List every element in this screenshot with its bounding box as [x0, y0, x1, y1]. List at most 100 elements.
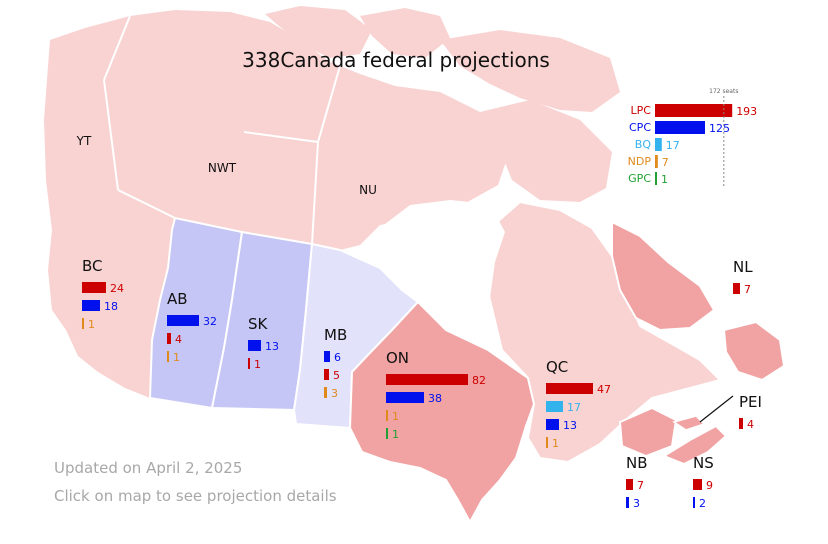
- updated-note: Updated on April 2, 2025: [54, 459, 242, 477]
- bar-ab-cpc: [167, 315, 199, 326]
- legend-bar-gpc: [655, 172, 657, 185]
- bar-mb-cpc: [324, 351, 330, 362]
- pei-leader-line: [699, 395, 734, 423]
- value-label-ab-lpc: 4: [175, 333, 182, 346]
- region-nova-scotia[interactable]: [661, 424, 728, 466]
- bar-on-ndp: [386, 410, 388, 421]
- region-baffin-island[interactable]: [480, 100, 612, 202]
- value-label-qc-bq: 17: [567, 401, 581, 414]
- bar-nb-cpc: [626, 497, 629, 508]
- bar-ns-cpc: [693, 497, 695, 508]
- territory-label-yt: YT: [76, 134, 92, 148]
- value-label-qc-lpc: 47: [597, 383, 611, 396]
- click-hint: Click on map to see projection details: [54, 487, 337, 505]
- bar-ab-ndp: [167, 351, 169, 362]
- chart-marks: 338Canada federal projectionsYTNWTNUBC24…: [54, 48, 762, 510]
- bar-bc-lpc: [82, 282, 106, 293]
- legend-bar-ndp: [655, 155, 658, 168]
- value-label-nb-cpc: 3: [633, 497, 640, 510]
- value-label-sk-cpc: 13: [265, 340, 279, 353]
- value-label-bc-lpc: 24: [110, 282, 124, 295]
- region-label-on: ON: [386, 349, 409, 367]
- legend-label-cpc: CPC: [629, 121, 651, 134]
- value-label-ns-cpc: 2: [699, 497, 706, 510]
- territory-label-nu: NU: [359, 183, 377, 197]
- value-label-nl-lpc: 7: [744, 283, 751, 296]
- region-newfoundland[interactable]: [722, 320, 786, 382]
- majority-label: 172 seats: [709, 88, 738, 95]
- region-label-ab: AB: [167, 290, 188, 308]
- value-label-on-ndp: 1: [392, 410, 399, 423]
- legend-value-gpc: 1: [661, 173, 668, 186]
- region-arctic-islands-c[interactable]: [440, 30, 620, 112]
- hudson-bay: [372, 200, 505, 312]
- value-label-ab-ndp: 1: [173, 351, 180, 364]
- map-shapes[interactable]: [44, 6, 786, 525]
- region-label-mb: MB: [324, 326, 347, 344]
- region-arctic-islands-a[interactable]: [265, 6, 372, 58]
- chart-title: 338Canada federal projections: [242, 48, 550, 72]
- value-label-ab-cpc: 32: [203, 315, 217, 328]
- legend-value-lpc: 193: [736, 105, 757, 118]
- region-new-brunswick[interactable]: [618, 406, 678, 458]
- region-label-pei: PEI: [739, 393, 762, 411]
- bar-ab-lpc: [167, 333, 171, 344]
- region-label-ns: NS: [693, 454, 714, 472]
- value-label-qc-ndp: 1: [552, 437, 559, 450]
- territory-borders: [103, 15, 341, 245]
- bar-pei-lpc: [739, 418, 743, 429]
- legend-value-ndp: 7: [662, 156, 669, 169]
- value-label-on-gpc: 1: [392, 428, 399, 441]
- value-label-qc-cpc: 13: [563, 419, 577, 432]
- legend-value-bq: 17: [666, 139, 680, 152]
- bar-mb-lpc: [324, 369, 329, 380]
- value-label-mb-cpc: 6: [334, 351, 341, 364]
- value-label-on-lpc: 82: [472, 374, 486, 387]
- bar-qc-cpc: [546, 419, 559, 430]
- bar-qc-ndp: [546, 437, 548, 448]
- legend-bar-bq: [655, 138, 662, 151]
- legend-value-cpc: 125: [709, 122, 730, 135]
- region-quebec[interactable]: [480, 200, 722, 464]
- value-label-on-cpc: 38: [428, 392, 442, 405]
- region-label-nb: NB: [626, 454, 648, 472]
- value-label-bc-ndp: 1: [88, 318, 95, 331]
- bar-on-cpc: [386, 392, 424, 403]
- value-label-bc-cpc: 18: [104, 300, 118, 313]
- bar-bc-cpc: [82, 300, 100, 311]
- value-label-ns-lpc: 9: [706, 479, 713, 492]
- bar-sk-cpc: [248, 340, 261, 351]
- bar-on-lpc: [386, 374, 468, 385]
- legend-label-lpc: LPC: [631, 104, 652, 117]
- region-label-bc: BC: [82, 257, 103, 275]
- bar-qc-lpc: [546, 383, 593, 394]
- bar-ns-lpc: [693, 479, 702, 490]
- legend-label-gpc: GPC: [628, 172, 651, 185]
- bar-mb-ndp: [324, 387, 327, 398]
- legend-bar-cpc: [655, 121, 705, 134]
- region-label-sk: SK: [248, 315, 269, 333]
- region-label-nl: NL: [733, 258, 753, 276]
- value-label-mb-ndp: 3: [331, 387, 338, 400]
- bar-bc-ndp: [82, 318, 84, 329]
- value-label-nb-lpc: 7: [637, 479, 644, 492]
- region-arctic-islands-b[interactable]: [360, 8, 450, 58]
- bar-on-gpc: [386, 428, 388, 439]
- value-label-mb-lpc: 5: [333, 369, 340, 382]
- legend-bar-lpc: [655, 104, 733, 117]
- region-pei[interactable]: [672, 415, 706, 431]
- bar-nl-lpc: [733, 283, 740, 294]
- bar-nb-lpc: [626, 479, 633, 490]
- value-label-sk-lpc: 1: [254, 358, 261, 371]
- territory-label-nwt: NWT: [208, 161, 237, 175]
- value-label-pei-lpc: 4: [747, 418, 754, 431]
- bar-qc-bq: [546, 401, 563, 412]
- region-labrador[interactable]: [611, 220, 716, 332]
- bar-sk-lpc: [248, 358, 250, 369]
- region-territories-bc[interactable]: [44, 10, 510, 398]
- legend-label-bq: BQ: [635, 138, 652, 151]
- legend-label-ndp: NDP: [628, 155, 652, 168]
- region-label-qc: QC: [546, 358, 568, 376]
